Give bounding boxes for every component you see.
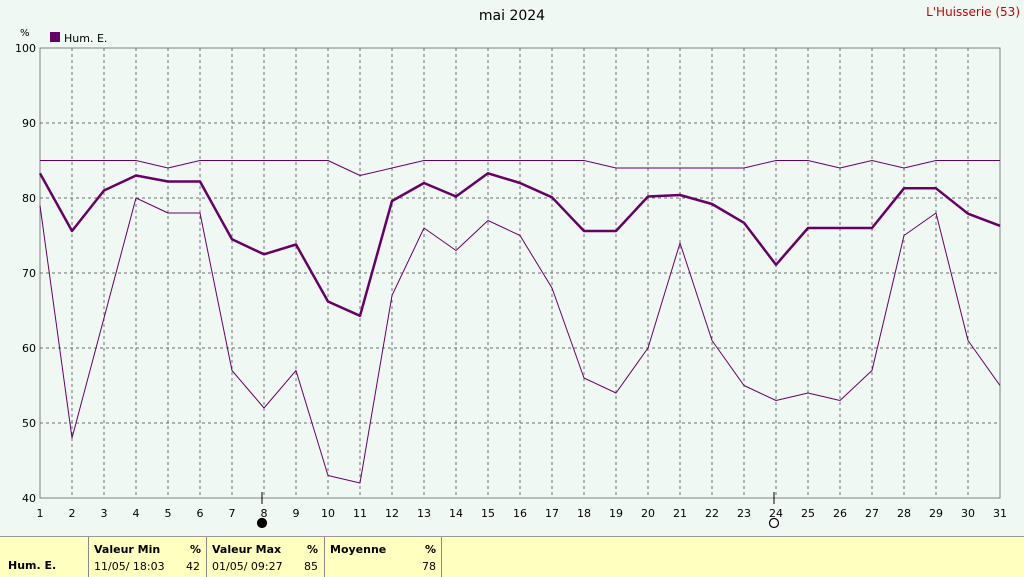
y-tick-label: 70 [22,267,36,280]
x-tick-label: 4 [133,507,140,520]
y-tick-label: 80 [22,192,36,205]
x-tick-label: 26 [833,507,847,520]
stats-panel: Hum. E. Valeur Min % 11/05/ 18:03 42 Val… [0,536,1024,577]
y-axis: 40 50 60 70 80 90 100 [15,42,36,505]
x-tick-label: 28 [897,507,911,520]
series-line-min [39,197,1001,484]
x-tick-label: 5 [165,507,172,520]
y-tick-label: 40 [22,492,36,505]
avg-unit: % [425,543,437,556]
x-axis: 1 2 3 4 5 6 7 8 9 10 11 12 13 14 15 16 17 18 19 20 21 22 23 24 2… [37,507,1008,520]
x-tick-label: 8 [261,507,268,520]
max-value: 85 [304,560,318,573]
chart-title: mai 2024 [479,8,545,24]
series-line-mean [38,172,1001,318]
x-tick-label: 31 [993,507,1007,520]
x-tick-label: 24 [769,507,783,520]
x-tick-label: 3 [101,507,108,520]
full-moon-icon [768,517,780,529]
x-tick-label: 11 [353,507,367,520]
x-tick-label: 22 [705,507,719,520]
min-value: 42 [186,560,200,573]
series-group [38,160,1001,484]
x-tick-label: 6 [197,507,204,520]
x-tick-label: 21 [673,507,687,520]
x-tick-label: 17 [545,507,559,520]
x-tick-label: 13 [417,507,431,520]
x-tick-label: 1 [37,507,44,520]
x-tick-label: 19 [609,507,623,520]
x-tick-label: 10 [321,507,335,520]
grid [40,48,1000,498]
x-tick-label: 20 [641,507,655,520]
x-tick-label: 29 [929,507,943,520]
avg-value: 78 [422,560,436,573]
x-tick-label: 18 [577,507,591,520]
x-tick-label: 25 [801,507,815,520]
x-tick-label: 23 [737,507,751,520]
min-unit: % [190,543,202,556]
x-tick-label: 15 [481,507,495,520]
y-unit: % [20,28,30,39]
y-tick-label: 100 [15,42,36,55]
min-date: 11/05/ 18:03 [94,560,165,573]
x-tick-label: 30 [961,507,975,520]
station-name: L'Huisserie (53) [926,5,1020,19]
series-line-max [40,160,1000,176]
x-tick-label: 9 [293,507,300,520]
max-unit: % [307,543,319,556]
x-tick-label: 27 [865,507,879,520]
x-tick-label: 16 [513,507,527,520]
stats-row-label: Hum. E. [8,559,57,572]
x-tick-label: 12 [385,507,399,520]
y-tick-label: 90 [22,117,36,130]
x-tick-label: 14 [449,507,463,520]
new-moon-icon [256,517,268,529]
legend-swatch [50,32,60,42]
max-date: 01/05/ 09:27 [212,560,283,573]
max-header: Valeur Max [212,543,282,556]
avg-header: Moyenne [330,543,387,556]
y-tick-label: 60 [22,342,36,355]
chart: mai 2024 L'Huisserie (53) % Hum. E. 40 50… [15,5,1020,529]
min-header: Valeur Min [94,543,161,556]
x-tick-label: 2 [69,507,76,520]
y-tick-label: 50 [22,417,36,430]
legend-label: Hum. E. [64,32,107,45]
moon-phases [256,492,780,529]
x-tick-label: 7 [229,507,236,520]
